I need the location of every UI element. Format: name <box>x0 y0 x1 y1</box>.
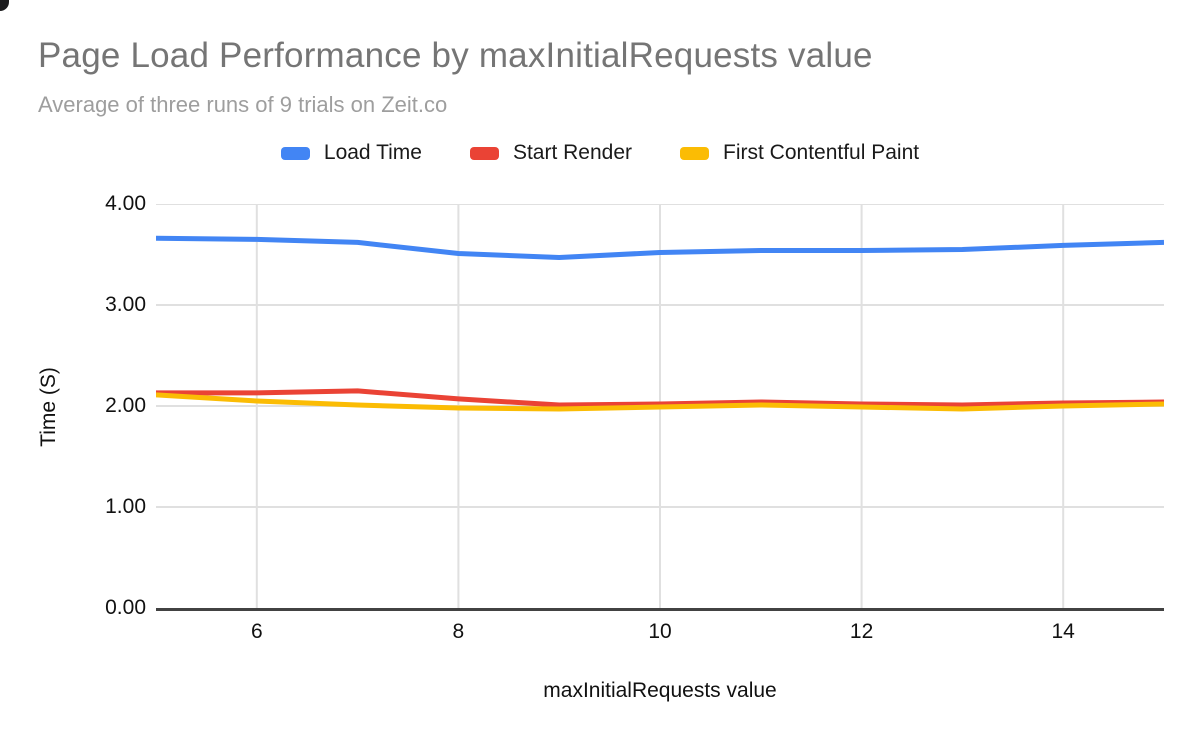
legend-swatch-first-contentful-paint <box>680 146 710 160</box>
legend-swatch-load-time <box>280 146 310 160</box>
series-line-load-time <box>156 235 1164 260</box>
series-line-start-render <box>156 388 1164 408</box>
line-chart-plot-area <box>156 204 1164 611</box>
y-tick-label: 1.00 <box>105 495 146 518</box>
y-tick-label: 2.00 <box>105 394 146 417</box>
series-lines <box>156 235 1164 412</box>
x-tick-label: 10 <box>648 620 672 643</box>
legend-label-start-render: Start Render <box>512 141 633 164</box>
legend-swatch-start-render <box>469 146 499 160</box>
chart-legend: Load Time Start Render First Contentful … <box>0 141 1200 165</box>
y-axis-title: Time (S) <box>37 367 60 447</box>
y-tick-label: 4.00 <box>105 192 146 215</box>
legend-label-first-contentful-paint: First Contentful Paint <box>723 141 920 164</box>
x-tick-label: 12 <box>849 620 874 643</box>
window-corner-artifact <box>0 0 9 11</box>
chart-subtitle: Average of three runs of 9 trials on Zei… <box>38 92 448 117</box>
legend-item-load-time: Load Time <box>280 141 422 165</box>
x-tick-label: 6 <box>250 620 263 643</box>
x-tick-label: 14 <box>1051 620 1075 643</box>
legend-item-first-contentful-paint: First Contentful Paint <box>680 141 919 165</box>
legend-label-load-time: Load Time <box>323 141 422 164</box>
y-tick-label: 0.00 <box>105 596 146 619</box>
x-axis-title: maxInitialRequests value <box>543 679 777 702</box>
y-tick-label: 3.00 <box>105 293 146 316</box>
chart-title: Page Load Performance by maxInitialReque… <box>38 36 873 75</box>
legend-item-start-render: Start Render <box>469 141 633 165</box>
x-tick-label: 8 <box>452 620 465 643</box>
series-line-first-contentful-paint <box>156 392 1164 412</box>
